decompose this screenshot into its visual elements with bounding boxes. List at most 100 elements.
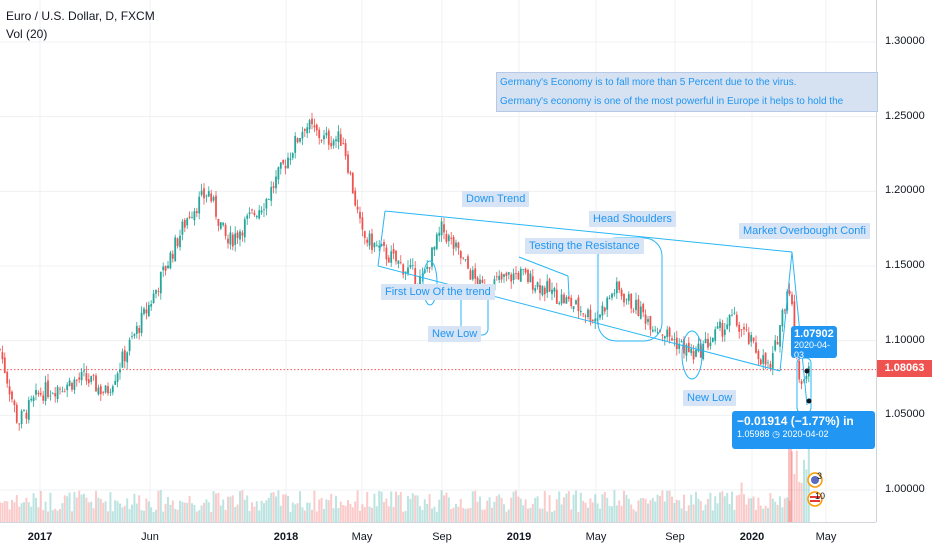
volume-bar — [351, 507, 354, 522]
volume-bar — [440, 490, 443, 522]
head-shoulders-label[interactable]: Head Shoulders — [589, 211, 676, 227]
volume-bar — [637, 500, 640, 522]
candle-body — [644, 314, 647, 324]
time-axis[interactable]: 2017 Jun 2018 May Sep 2019 May Sep 2020 May — [0, 522, 876, 551]
drawings — [377, 210, 812, 414]
candle-body — [591, 320, 594, 321]
event-icon-flag[interactable] — [807, 491, 823, 509]
candle-body — [738, 324, 741, 332]
volume-bar — [56, 510, 59, 522]
candle-body — [289, 158, 292, 160]
news-note[interactable]: Germany's Economy is to fall more than 5… — [496, 72, 878, 112]
volume-bar — [680, 508, 683, 522]
trendline-upper — [384, 210, 793, 253]
candle-body — [32, 397, 35, 402]
candle-body — [788, 290, 791, 294]
volume-bar — [155, 509, 157, 522]
y-tick-label: 1.00000 — [885, 483, 925, 495]
candle-body — [390, 251, 393, 263]
volume-bar — [656, 494, 659, 522]
volume-bar — [671, 496, 673, 522]
volume-bar — [563, 497, 565, 522]
candle-body — [498, 275, 501, 281]
volume-bar — [464, 508, 467, 522]
chart-plot[interactable] — [0, 0, 876, 522]
price-axis[interactable]: 1.30000 1.25000 1.20000 1.15000 1.10000 1.050… — [876, 0, 932, 522]
volume-bar — [747, 498, 750, 522]
candle-body — [745, 329, 748, 331]
candle-body — [752, 337, 755, 342]
volume-bar — [697, 498, 700, 522]
candle-body — [654, 329, 657, 331]
volume-bar — [507, 509, 510, 522]
event-count-top: 3 — [817, 471, 823, 481]
candle-body — [512, 273, 515, 281]
candle-body — [620, 289, 623, 297]
volume-bar — [35, 497, 37, 522]
volume-bar — [745, 504, 748, 522]
candle-body — [167, 265, 169, 269]
volume-bar — [515, 490, 517, 522]
volume-bar — [205, 499, 208, 522]
candle-body — [471, 270, 474, 280]
new-low-label-2[interactable]: New Low — [683, 390, 737, 406]
volume-bar — [104, 501, 107, 522]
volume-bar — [253, 506, 256, 522]
candle-body — [85, 373, 88, 381]
first-low-label[interactable]: First Low Of the trend — [381, 284, 495, 300]
volume-bar — [738, 494, 741, 522]
candle-body — [690, 348, 693, 354]
volume-bar — [642, 497, 645, 522]
volume-bar — [392, 506, 395, 522]
down-trend-label[interactable]: Down Trend — [462, 191, 530, 207]
candle-body — [179, 235, 181, 248]
candle-body — [587, 309, 589, 318]
candle-body — [222, 222, 225, 226]
candle-body — [606, 297, 609, 310]
candle-body — [685, 344, 688, 356]
volume-bar — [349, 503, 352, 522]
candle-body — [515, 273, 517, 274]
candle-body — [35, 389, 37, 395]
volume-bar — [37, 507, 40, 522]
candle-body — [61, 391, 64, 393]
volume-bar — [488, 497, 491, 522]
candle-body — [39, 393, 42, 395]
volume-bar — [606, 497, 609, 522]
volume-bar — [632, 509, 635, 522]
candle-body — [277, 167, 280, 180]
candle-body — [327, 130, 330, 145]
candle-body — [558, 303, 561, 304]
candle-body — [743, 327, 745, 330]
candle-body — [18, 423, 21, 425]
candle-body — [447, 235, 450, 242]
volume-bar — [414, 495, 417, 522]
volume-bar — [639, 498, 642, 522]
volume-bar — [627, 498, 630, 522]
volume-bar — [152, 511, 155, 522]
market-overbought-label[interactable]: Market Overbought Confi — [739, 223, 870, 239]
volume-bar — [399, 492, 402, 522]
candle-body — [671, 338, 673, 341]
event-icon-globe[interactable] — [807, 472, 823, 490]
volume-bar — [61, 503, 64, 522]
volume-bar — [32, 493, 35, 522]
candle-body — [3, 357, 6, 373]
candle-body — [111, 386, 114, 393]
volume-bar — [678, 500, 681, 522]
candle-body — [627, 294, 630, 301]
testing-resistance-label[interactable]: Testing the Resistance — [525, 238, 644, 254]
candle-body — [510, 274, 513, 282]
candle-body — [647, 319, 649, 322]
candle-body — [531, 276, 534, 290]
new-low-label-1[interactable]: New Low — [428, 326, 482, 342]
volume-bar — [159, 490, 162, 522]
upper-price-marker — [804, 368, 810, 374]
volume-bar — [695, 491, 697, 522]
volume-bar — [361, 504, 364, 522]
volume-bar — [54, 508, 57, 522]
volume-bar — [11, 499, 13, 522]
volume-bar — [80, 494, 83, 522]
candle-body — [608, 298, 611, 300]
